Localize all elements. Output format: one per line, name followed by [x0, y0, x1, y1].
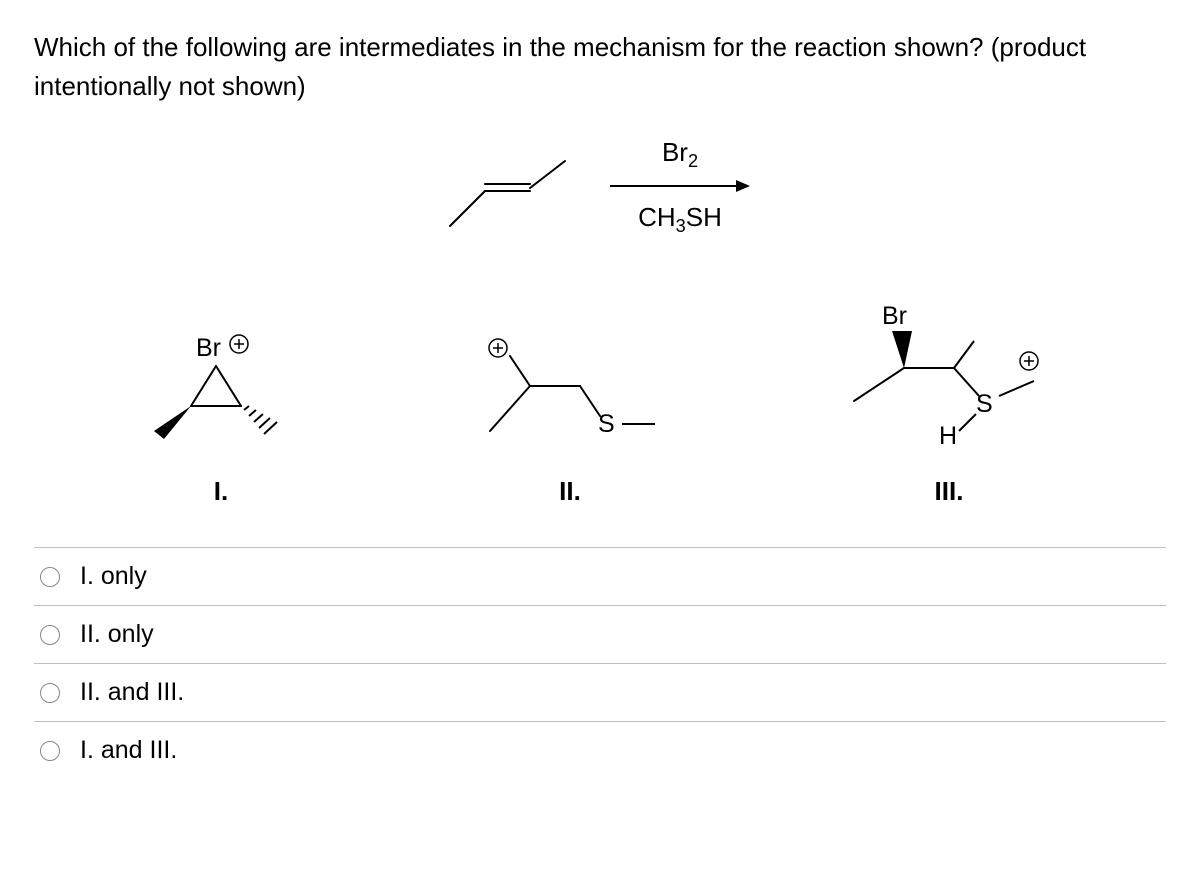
radio-icon[interactable]	[40, 625, 60, 645]
atom-br: Br	[196, 334, 221, 362]
reaction-scheme: Br2 CH3SH	[34, 136, 1166, 246]
atom-s: S	[598, 410, 615, 438]
reagent-top: Br2	[662, 137, 698, 171]
label-i: I.	[214, 476, 228, 507]
radio-icon[interactable]	[40, 567, 60, 587]
structure-i: Br	[136, 316, 306, 446]
options-list: I. only II. only II. and III. I. and III…	[34, 547, 1166, 779]
atom-h-iii: H	[939, 422, 957, 450]
option-text: I. and III.	[80, 736, 177, 765]
reagent-bottom: CH3SH	[638, 202, 722, 236]
structure-ii: S	[470, 316, 670, 446]
reaction-arrow: Br2 CH3SH	[600, 136, 760, 246]
reactant-structure	[440, 146, 570, 236]
structure-iii: Br S H	[834, 296, 1064, 446]
question-text: Which of the following are intermediates…	[34, 28, 1166, 106]
option-text: II. only	[80, 620, 154, 649]
option-row[interactable]: I. and III.	[34, 721, 1166, 779]
option-row[interactable]: II. and III.	[34, 663, 1166, 721]
option-text: II. and III.	[80, 678, 184, 707]
radio-icon[interactable]	[40, 741, 60, 761]
label-iii: III.	[935, 476, 964, 507]
label-ii: II.	[559, 476, 581, 507]
option-text: I. only	[80, 562, 147, 591]
atom-br-iii: Br	[882, 302, 907, 330]
structures-row: Br I.	[54, 296, 1146, 507]
atom-s-iii: S	[976, 390, 993, 418]
radio-icon[interactable]	[40, 683, 60, 703]
option-row[interactable]: I. only	[34, 547, 1166, 605]
option-row[interactable]: II. only	[34, 605, 1166, 663]
